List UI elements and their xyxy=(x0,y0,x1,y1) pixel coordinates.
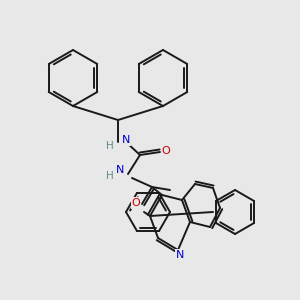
Text: H: H xyxy=(106,141,114,151)
Text: H: H xyxy=(106,171,114,181)
Text: O: O xyxy=(162,146,170,156)
Text: N: N xyxy=(116,165,124,175)
Text: N: N xyxy=(176,250,184,260)
Text: O: O xyxy=(132,198,140,208)
Text: N: N xyxy=(122,135,130,145)
